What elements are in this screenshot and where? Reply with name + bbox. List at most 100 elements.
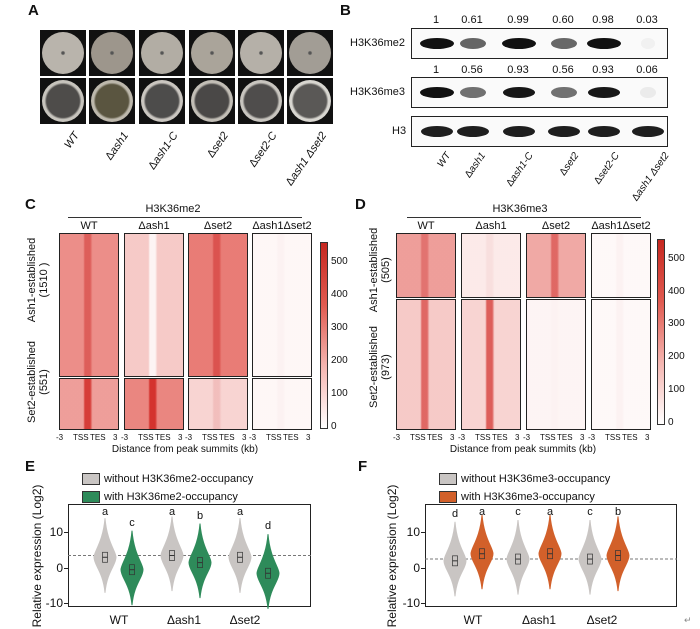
significance-letter: a [478,506,486,518]
strain-label: Δash1-C [504,150,537,189]
band [587,87,621,98]
colorbar-tick: 200 [331,354,348,366]
row-group-label: Ash1-established (1510 ) [26,237,50,323]
strain-label: Δset2 [205,130,232,161]
violin-svg [425,514,677,597]
column-header: Δset2 [541,220,571,232]
x-tick: 3 [242,433,247,442]
x-tick: TES [219,433,235,442]
y-axis-label: Relative expression (Log2) [30,484,44,627]
strain-name: ash1-C [508,150,536,184]
x-tick: TES [90,433,106,442]
plate-top [287,30,333,76]
column-header: WT [417,220,435,232]
row-group-label: Set2-established (551) [26,341,50,423]
category-label: WT [463,613,483,627]
band [551,87,577,98]
blot-h3 [411,116,668,147]
strain-label: Δset2-C [591,150,622,187]
quantification-value: 1 [432,64,440,76]
column-header: WT [80,220,98,232]
column-header: Δash1Δset2 [591,220,651,232]
band [502,38,536,49]
heatmap-title: H3K36me3 [492,203,548,215]
violin [606,516,630,592]
x-tick: TSS [202,433,218,442]
heatmap-cell [59,378,119,430]
colorbar [320,242,328,429]
colorbar-tick: 400 [668,285,685,297]
significance-letter: b [196,509,204,522]
category-label: Δash1 [521,613,557,627]
y-tick-mark [64,567,68,569]
title-underline [68,217,302,218]
strain-label: Δash1 Δset2 [629,150,672,204]
strain-label: Δash1-C [146,130,181,173]
heatmap-cell [461,299,521,430]
x-tick: -3 [458,433,466,442]
column-header: Δash1 [138,220,170,232]
x-tick: -3 [185,433,193,442]
colony [42,32,84,74]
quantification-value: 0.99 [507,14,529,26]
x-tick: -3 [393,433,401,442]
colorbar-tick: 200 [668,351,685,363]
y-tick-label: 10 [49,525,63,540]
colorbar-tick: 400 [331,288,348,300]
quantification-value: 0.60 [552,14,574,26]
heatmap-cell [124,378,184,430]
strain-name: WT [435,150,454,170]
category-label: Δset2 [586,613,618,627]
strain-label: Δset2-C [247,130,280,170]
plate-bottom [139,78,185,124]
plate-top [89,30,135,76]
panel-label-f: F [358,458,368,475]
significance-letter: a [546,506,554,518]
y-tick-label: -10 [402,596,420,611]
strain-label: Δash1 [103,130,132,163]
quantification-value: 1 [432,14,440,26]
heatmap-cell [59,233,119,377]
colony [91,32,133,74]
violin [470,514,494,590]
column-header: Δset2 [203,220,233,232]
blot-h3k36me2 [411,28,668,59]
significance-letter: c [587,506,593,518]
x-tick: TES [622,433,638,442]
strain-name: set2-C [595,150,622,182]
legend-swatch [82,491,100,503]
strain-name: set2 [561,150,582,173]
x-tick: TES [283,433,299,442]
heatmap-cell [188,233,248,377]
heatmap-cell [396,233,456,298]
legend-swatch [439,491,457,503]
x-tick: -3 [523,433,531,442]
strain-label: Δset2 [557,150,582,178]
violin [93,518,117,593]
strain-label: WT [62,130,82,151]
band [587,38,621,49]
title-underline [407,217,641,218]
heatmap-cell [591,233,651,298]
quantification-value: 0.03 [636,14,658,26]
violin [228,518,252,593]
x-tick: 3 [645,433,650,442]
y-tick-label: 0 [413,560,420,575]
colorbar [657,239,665,425]
legend-swatch [439,473,457,485]
blot-row-label: H3 [392,125,407,137]
heatmap-cell [396,299,456,430]
colony [191,32,233,74]
band [548,126,580,137]
x-tick: TES [427,433,443,442]
x-tick: TSS [605,433,621,442]
strain-name: ash1 Δset2 [287,130,329,183]
x-tick: TSS [73,433,89,442]
violin [506,519,530,595]
row-group-label: Ash1-established (505) [368,227,392,313]
x-tick: TES [557,433,573,442]
colony-reverse [91,80,133,122]
colorbar-tick: 0 [331,421,337,432]
blot-row-label: H3K36me2 [350,37,406,49]
